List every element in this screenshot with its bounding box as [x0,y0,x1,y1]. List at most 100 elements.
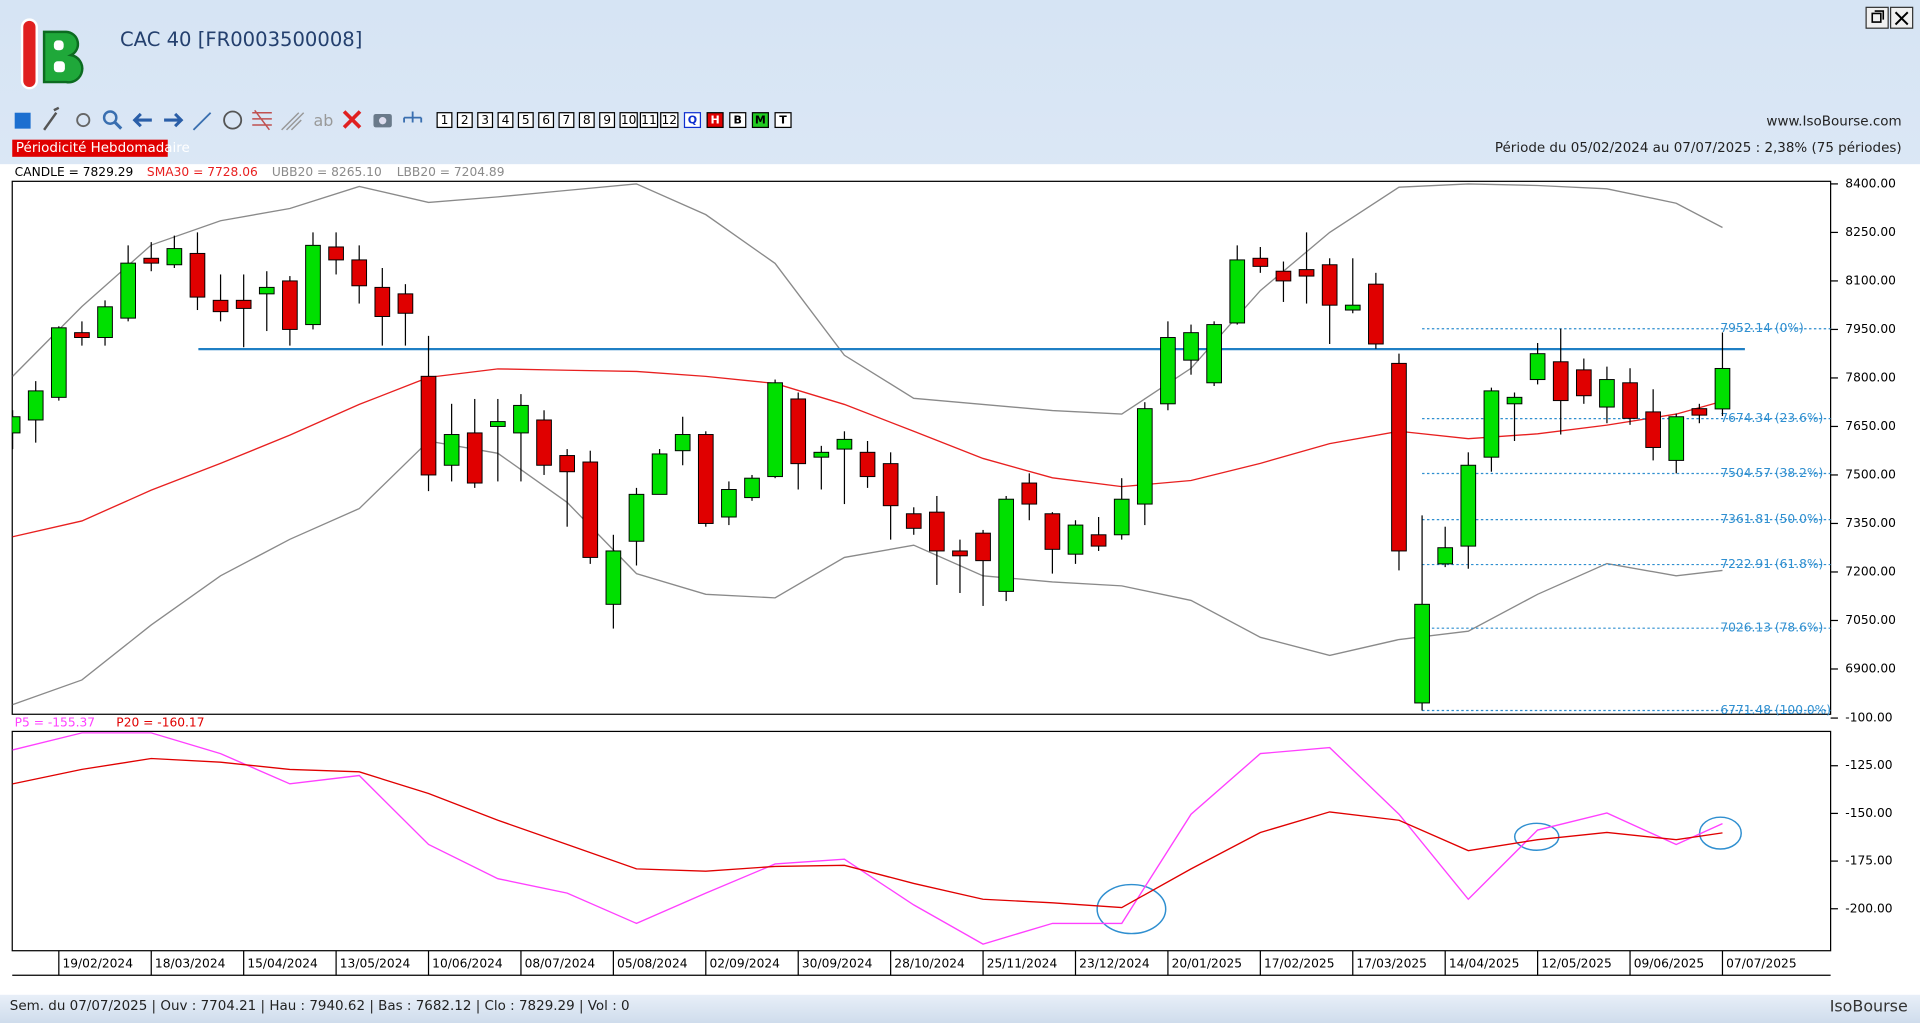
candle-body [1160,337,1176,405]
candle-body [1206,324,1222,384]
candles [12,232,1731,711]
period-button[interactable] [497,112,514,129]
scale-button-label[interactable]: B [734,114,742,127]
period-button-label[interactable]: 5 [522,113,530,127]
y-tick-label: 6900.00 [1845,661,1896,675]
period-button-label[interactable]: 11 [641,113,657,127]
candle-body [258,286,275,295]
scale-button[interactable] [683,112,702,129]
scale-button[interactable] [729,112,747,129]
candle-body [1044,513,1061,550]
period-button[interactable] [538,112,555,129]
x-tick-label: 23/12/2024 [1079,957,1150,971]
candle-body [1067,524,1084,555]
candle-body [27,390,44,421]
window-buttons[interactable] [1865,6,1914,29]
y-tick-label: -150.00 [1845,806,1892,820]
tool-channel[interactable] [281,112,305,131]
annotations [1096,816,1742,935]
y-tick-label: 7050.00 [1845,613,1896,627]
tool-zoom[interactable] [102,110,118,125]
period-button[interactable] [578,112,595,129]
tool-crosshair[interactable] [76,113,91,128]
candle-body [905,513,922,529]
period-button[interactable] [436,112,453,129]
candle-body [1437,547,1454,565]
period-button-label[interactable]: 8 [583,113,591,127]
candle-body [859,451,876,478]
period-button[interactable] [456,112,473,129]
restore-icon [1871,10,1885,23]
tool-circle[interactable] [223,110,243,130]
candle-body [120,262,136,319]
period-button-label[interactable]: 7 [563,113,571,127]
candle-body [952,550,968,557]
candle-body [536,419,552,466]
period-button-label[interactable]: 4 [502,113,510,127]
scale-button[interactable] [774,112,792,129]
period-button-label[interactable]: 10 [621,113,637,127]
scale-button-label[interactable]: Q [688,114,697,127]
x-tick-label: 17/03/2025 [1356,957,1426,971]
tool-line[interactable] [192,112,212,131]
x-tick-label: 18/03/2024 [155,957,226,971]
tool-tree[interactable] [403,111,423,123]
period-button-label[interactable]: 12 [662,113,678,127]
scale-button[interactable] [706,112,724,129]
circle-annotation [1096,883,1167,935]
indicator-line [12,183,1723,415]
period-button[interactable] [477,112,494,129]
candle-body [1090,534,1107,547]
candle-body [282,280,298,330]
period-button-label[interactable]: 9 [603,113,611,127]
tool-delete[interactable] [342,110,362,129]
x-tick-label: 02/09/2024 [709,957,780,971]
candle-body [50,327,67,398]
scale-button-label[interactable]: M [755,114,766,127]
candle-body [1321,264,1338,306]
candle-body [1275,270,1292,282]
period-button[interactable] [517,112,534,129]
tool-pen[interactable] [43,106,60,131]
scale-button[interactable] [751,112,769,129]
candle-body [420,375,437,476]
period-button[interactable] [619,112,638,129]
candle-body [1506,396,1523,405]
period-button-label[interactable]: 2 [461,113,469,127]
indicator-lines [12,732,1723,945]
candle-body [1414,603,1430,704]
legend-entry: CANDLE = 7829.29 [15,165,134,179]
candle-body [1460,464,1477,547]
period-button-label[interactable]: 6 [542,113,550,127]
candle-body [1136,408,1153,505]
x-tick-label: 09/06/2025 [1634,957,1704,971]
scale-button-label[interactable]: H [710,114,719,127]
legend-entry: LBB20 = 7204.89 [397,165,505,179]
site-link[interactable]: www.IsoBourse.com [1766,113,1901,129]
candle-body [697,434,714,524]
tool-select[interactable] [14,112,31,129]
tool-forward[interactable] [164,112,184,128]
scale-button-label[interactable]: T [779,114,787,127]
period-button-label[interactable]: 1 [441,113,449,127]
candle-body [1645,411,1661,448]
tool-text[interactable]: ab [313,111,333,130]
indicator-lines [12,183,1723,706]
y-tick-label: -125.00 [1845,758,1892,772]
y-tick-label: 7800.00 [1845,370,1896,384]
period-button[interactable] [599,112,616,129]
circle-annotation [1698,816,1742,850]
tool-fibo[interactable] [252,109,272,131]
candle-body [559,455,575,473]
period-button[interactable] [558,112,575,129]
candle-body [97,306,113,339]
x-tick-label: 28/10/2024 [894,957,965,971]
candle-body [74,332,90,339]
period-button[interactable] [639,112,659,129]
period-button[interactable] [660,112,679,129]
period-button-label[interactable]: 3 [481,113,489,127]
tool-back[interactable] [132,112,152,128]
candle-body [651,453,668,495]
candle-body [143,257,160,264]
